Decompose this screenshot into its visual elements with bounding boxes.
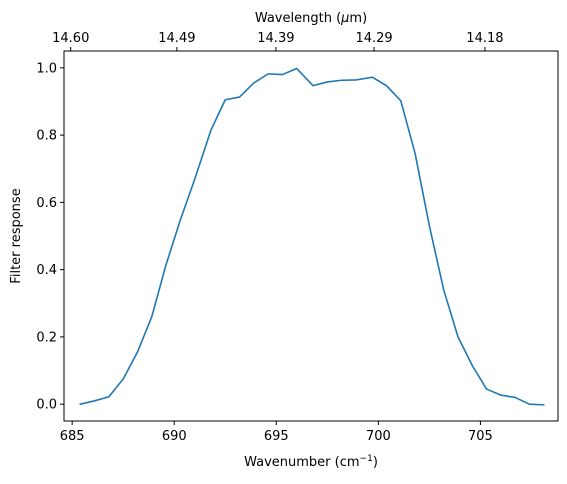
top-tick-label: 14.18 xyxy=(466,31,503,46)
top-tick-label: 14.29 xyxy=(355,31,392,46)
series-line xyxy=(79,67,545,406)
x-tick-label: 690 xyxy=(162,429,187,444)
y-tick-label: 0.6 xyxy=(36,196,57,211)
y-tick-label: 0.2 xyxy=(36,330,57,345)
x-tick-label: 685 xyxy=(60,429,85,444)
top-tick-label: 14.60 xyxy=(52,31,89,46)
x-axis-title: Wavenumber (cm−1) xyxy=(244,454,378,470)
x-tick-label: 700 xyxy=(366,429,391,444)
ticks-layer: 685 690 695 700 705 0.0 0.2 0.4 0.6 0.8 1.0 14.60 14… xyxy=(36,31,503,444)
y-tick-label: 0.0 xyxy=(36,398,57,413)
y-tick-label: 0.8 xyxy=(36,129,57,144)
x-tick-label: 695 xyxy=(264,429,289,444)
line-layer xyxy=(79,67,545,406)
y-tick-label: 1.0 xyxy=(36,61,57,76)
x-tick-label: 705 xyxy=(468,429,493,444)
y-axis-title: Filter response xyxy=(9,188,24,283)
y-tick-label: 0.4 xyxy=(36,263,57,278)
top-axis-title: Wavelength (μm) xyxy=(255,11,367,26)
top-tick-label: 14.39 xyxy=(257,31,294,46)
top-tick-label: 14.49 xyxy=(158,31,195,46)
plot-frame xyxy=(63,50,559,422)
